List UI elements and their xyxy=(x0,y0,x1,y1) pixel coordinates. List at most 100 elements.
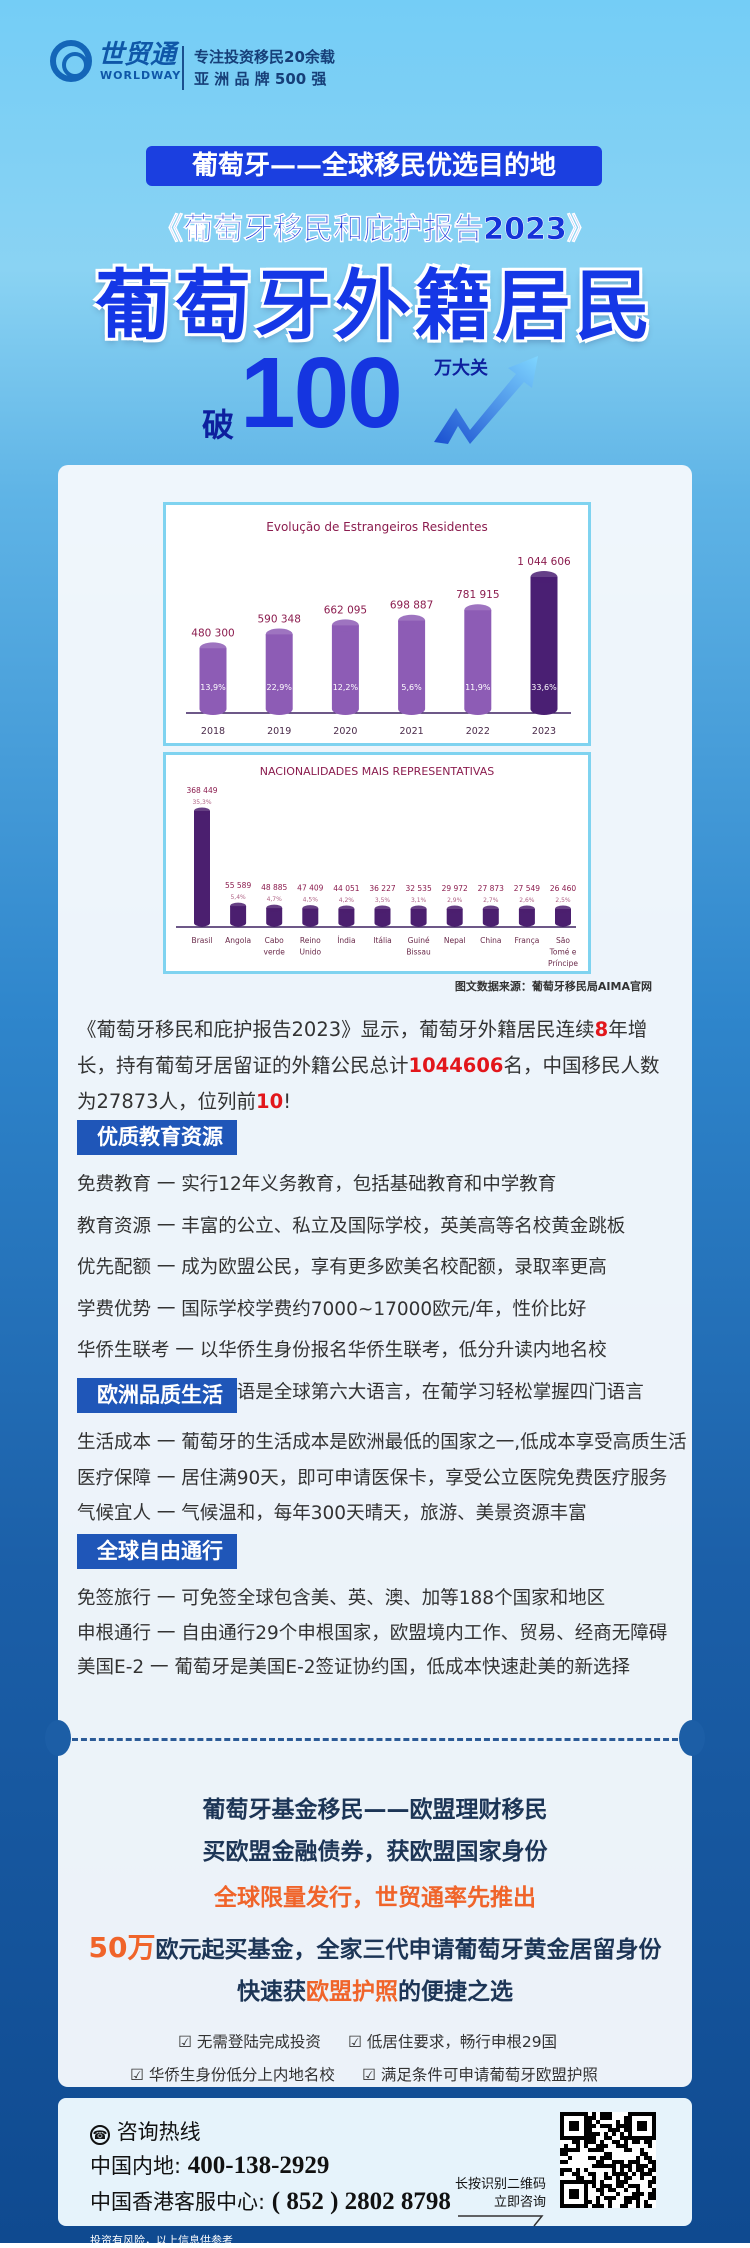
qr-module xyxy=(648,2180,652,2184)
qr-module xyxy=(576,2168,580,2172)
qr-module xyxy=(620,2124,624,2128)
qr-module xyxy=(564,2168,568,2172)
qr-module xyxy=(596,2188,600,2192)
qr-module xyxy=(600,2188,604,2192)
hk-hotline[interactable]: 中国香港客服中心: ( 852 ) 2802 8798 xyxy=(90,2186,451,2216)
qr-module xyxy=(640,2168,644,2172)
qr-module xyxy=(588,2132,592,2136)
tick-label: Cabo xyxy=(265,936,285,945)
qr-module xyxy=(604,2176,608,2180)
benefit-item: 华侨生联考 一 以华侨生身份报名华侨生联考，低分升读内地名校 xyxy=(77,1340,607,1361)
qr-module xyxy=(592,2184,596,2188)
highlight: 8 xyxy=(594,1018,609,1041)
qr-module xyxy=(624,2140,628,2144)
value-label: 55 589 xyxy=(225,881,251,890)
qr-module xyxy=(604,2132,608,2136)
qr-module xyxy=(620,2180,624,2184)
section-header: 欧洲品质生活 xyxy=(77,1378,237,1413)
check-item: ☑ 华侨生身份低分上内地名校 xyxy=(130,2066,335,2084)
value-label: 27 873 xyxy=(478,884,504,893)
tick-label: China xyxy=(480,936,501,945)
qr-module xyxy=(612,2132,616,2136)
qr-module xyxy=(608,2152,612,2156)
qr-module xyxy=(616,2184,620,2188)
qr-module xyxy=(604,2116,608,2120)
growth-arrow-icon xyxy=(434,356,538,444)
benefit-item: 美国E-2 一 葡萄牙是美国E-2签证协约国，低成本快速赴美的新选择 xyxy=(77,1657,631,1678)
qr-module xyxy=(608,2128,612,2132)
chart-title: NACIONALIDADES MAIS REPRESENTATIVAS xyxy=(260,765,495,778)
ticket-notch-left xyxy=(45,1720,71,1756)
value-label: 590 348 xyxy=(257,613,300,625)
value-label: 48 885 xyxy=(261,883,287,892)
qr-module xyxy=(640,2192,644,2196)
qr-module xyxy=(560,2168,564,2172)
qr-module xyxy=(608,2156,612,2160)
share-label: 2,9% xyxy=(447,897,463,904)
qr-module xyxy=(576,2144,580,2148)
share-label: 5,4% xyxy=(230,894,246,901)
bar xyxy=(266,904,283,927)
qr-module xyxy=(616,2140,620,2144)
benefit-item: 气候宜人 一 气候温和，每年300天晴天，旅游、美景资源丰富 xyxy=(77,1503,587,1524)
tick-label: Índia xyxy=(337,936,355,945)
qr-module xyxy=(568,2156,572,2160)
qr-module xyxy=(652,2188,656,2192)
qr-module xyxy=(648,2204,652,2208)
bar xyxy=(464,604,492,715)
text: 名，中国移民人数为27873人，位列前 xyxy=(77,1054,660,1113)
worldway-logo: 世贸通 WORLDWAY xyxy=(50,40,181,82)
qr-module xyxy=(600,2116,604,2120)
promo-line: 50万欧元起买基金，全家三代申请葡萄牙黄金居留身份 xyxy=(58,1926,692,1966)
text: ! xyxy=(283,1090,292,1113)
qr-module xyxy=(620,2144,624,2148)
qr-module xyxy=(620,2136,624,2140)
benefit-item: 教育资源 一 丰富的公立、私立及国际学校，英美高等名校黄金跳板 xyxy=(77,1215,626,1237)
section-header: 优质教育资源 xyxy=(77,1120,237,1155)
qr-module xyxy=(620,2160,624,2164)
qr-module xyxy=(644,2204,648,2208)
qr-module xyxy=(596,2200,600,2204)
qr-module xyxy=(600,2124,604,2128)
qr-module xyxy=(604,2152,608,2156)
qr-module xyxy=(648,2184,652,2188)
qr-code[interactable] xyxy=(560,2112,656,2208)
hotline-title: ☎ 咨询热线 xyxy=(90,2116,201,2146)
tick-label: 2022 xyxy=(466,726,490,737)
mainland-hotline[interactable]: 中国内地: 400-138-2929 xyxy=(90,2150,329,2180)
qr-module xyxy=(604,2196,608,2200)
qr-module xyxy=(636,2204,640,2208)
bar xyxy=(194,807,210,927)
qr-module xyxy=(624,2172,628,2176)
qr-module xyxy=(588,2124,592,2128)
qr-module xyxy=(564,2148,568,2152)
qr-module xyxy=(588,2140,592,2144)
qr-module xyxy=(584,2144,588,2148)
qr-finder xyxy=(628,2112,656,2140)
share-label: 35,3% xyxy=(192,799,211,806)
text: 《葡萄牙移民和庇护报告2023》显示，葡萄牙外籍居民连续 xyxy=(77,1018,595,1041)
check-item: ☑ 低居住要求，畅行申根29国 xyxy=(348,2033,558,2051)
qr-module xyxy=(588,2128,592,2132)
phone-number[interactable]: 400-138-2929 xyxy=(187,2152,330,2179)
tick-label: França xyxy=(514,936,539,945)
qr-module xyxy=(652,2168,656,2172)
qr-module xyxy=(616,2160,620,2164)
bar xyxy=(518,905,535,927)
hero-prefix: 破 xyxy=(202,406,235,444)
qr-module xyxy=(636,2200,640,2204)
qr-module xyxy=(604,2156,608,2160)
promo-line: 快速获欧盟护照的便捷之选 xyxy=(58,1972,692,2006)
benefit-item: 免费教育 一 实行12年义务教育，包括基础教育和中学教育 xyxy=(77,1174,557,1195)
qr-module xyxy=(600,2180,604,2184)
qr-module xyxy=(592,2176,596,2180)
qr-module xyxy=(608,2196,612,2200)
qr-module xyxy=(592,2132,596,2136)
bar xyxy=(302,905,319,927)
tick-label: Guiné xyxy=(408,936,430,945)
qr-module xyxy=(588,2120,592,2124)
qr-module xyxy=(644,2200,648,2204)
phone-number[interactable]: ( 852 ) 2802 8798 xyxy=(271,2188,451,2215)
qr-module xyxy=(608,2204,612,2208)
qr-module xyxy=(608,2116,612,2120)
